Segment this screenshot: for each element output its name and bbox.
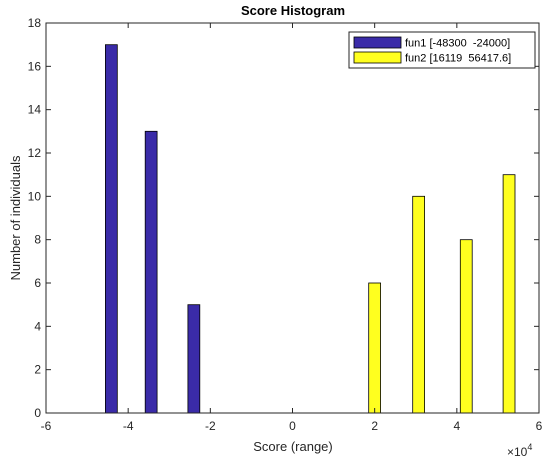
x-tick-label: 6: [536, 419, 543, 433]
bar-series-1-2: [144, 130, 158, 414]
y-tick-label: 10: [28, 189, 42, 203]
y-axis: 0 2 4 6 8 10 12 14 16 18: [28, 16, 539, 420]
x-axis-label: Score (range): [253, 439, 332, 454]
bar-series-2-1: [368, 282, 382, 414]
y-tick-label: 6: [34, 276, 41, 290]
bar-series-2-2: [412, 195, 426, 414]
y-tick-label: 14: [28, 103, 42, 117]
bar-series-2-3: [459, 239, 473, 414]
legend-label-1: fun1 [-48300 -24000]: [405, 38, 510, 50]
bar-series-1-1: [105, 44, 118, 414]
chart-title: Score Histogram: [241, 3, 345, 18]
x-tick-label: -6: [41, 419, 52, 433]
y-tick-label: 2: [34, 363, 41, 377]
x-tick-label: 2: [371, 419, 378, 433]
legend: fun1 [-48300 -24000] fun2 [16119 56417.6]: [348, 31, 536, 69]
bar-series-2-4: [502, 174, 516, 414]
y-tick-label: 4: [34, 319, 41, 333]
legend-label-2: fun2 [16119 56417.6]: [405, 53, 511, 65]
x-axis-exponent: ×104: [507, 442, 532, 459]
x-tick-label: 0: [289, 419, 296, 433]
y-tick-label: 16: [28, 59, 42, 73]
y-tick-label: 0: [34, 406, 41, 420]
legend-swatch-2: [353, 51, 402, 64]
plot-area: [46, 23, 539, 413]
bar-series-1-3: [187, 304, 201, 414]
x-tick-label: -2: [205, 419, 216, 433]
y-tick-label: 18: [28, 16, 42, 30]
y-tick-label: 12: [28, 146, 42, 160]
x-axis: -6 -4 -2 0 2 4 6: [41, 23, 543, 433]
x-tick-label: 4: [453, 419, 460, 433]
y-tick-label: 8: [34, 233, 41, 247]
legend-swatch-1: [353, 36, 402, 49]
x-tick-label: -4: [123, 419, 134, 433]
y-axis-label: Number of individuals: [8, 155, 23, 281]
